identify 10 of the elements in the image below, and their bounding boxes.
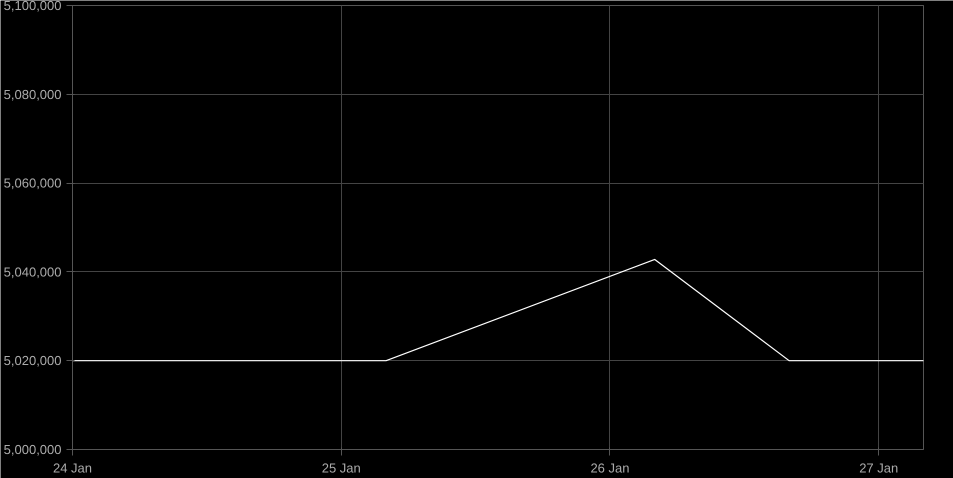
y-tick-label: 5,040,000 [4,264,62,280]
x-tick-label: 25 Jan [322,460,361,476]
y-tick-label: 5,060,000 [4,176,62,191]
y-tick-label: 5,000,000 [4,442,62,457]
y-tick-label: 5,100,000 [4,0,62,13]
x-tick-label: 27 Jan [859,460,898,476]
x-tick-label: 24 Jan [52,460,92,476]
y-tick-label: 5,020,000 [4,353,62,368]
y-tick-label: 5,080,000 [4,86,62,102]
x-tick-label: 26 Jan [590,460,630,476]
